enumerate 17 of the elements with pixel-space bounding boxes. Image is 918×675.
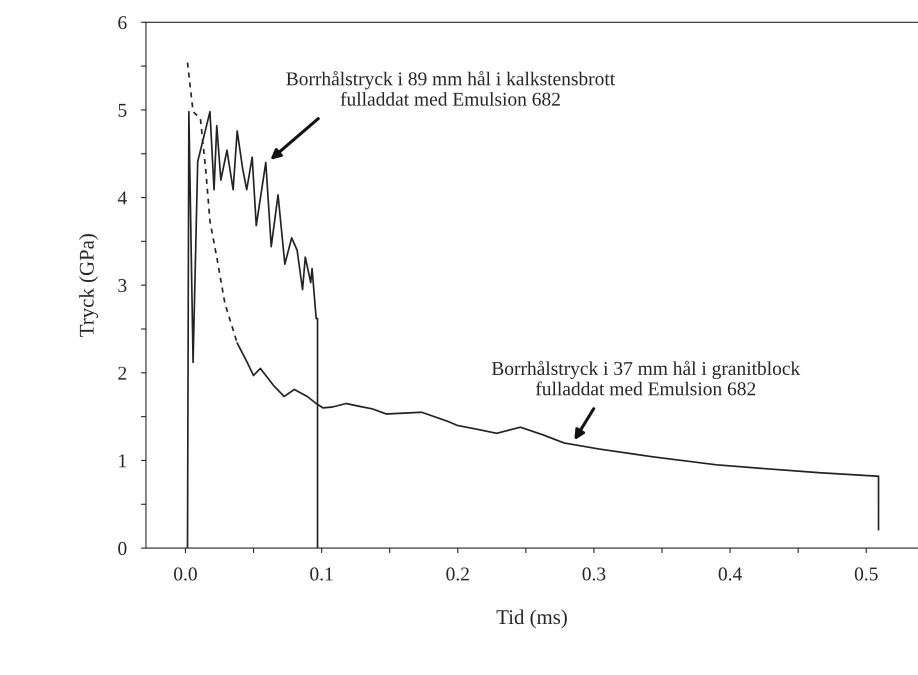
x-tick-label: 0.0 — [174, 567, 197, 581]
x-tick-label: 0.5 — [854, 567, 878, 581]
x-axis-title: Tid (ms) — [496, 609, 567, 628]
x-tick-label: 0.2 — [446, 567, 469, 581]
x-tick-label: 0.4 — [718, 567, 742, 581]
x-tick-label: 0.1 — [310, 567, 333, 581]
y-tick-label: 5 — [118, 104, 126, 117]
y-tick-label: 1 — [119, 454, 126, 468]
y-tick-label: 3 — [118, 279, 126, 292]
y-tick-label: 0 — [118, 542, 126, 556]
y-tick-label: 2 — [118, 366, 126, 380]
annotation: Borrhålstryck i 89 mm hål i kalkstensbrott fulladdat med Emulsion 682 — [286, 71, 616, 106]
y-axis-title: Tryck (GPa) — [79, 234, 98, 337]
annotation: Borrhålstryck i 37 mm hål i granitblock fulladdat med Emulsion 682 — [492, 360, 800, 396]
y-tick-label: 6 — [118, 16, 127, 30]
y-tick-label: 4 — [118, 191, 127, 204]
x-tick-label: 0.3 — [582, 567, 606, 581]
